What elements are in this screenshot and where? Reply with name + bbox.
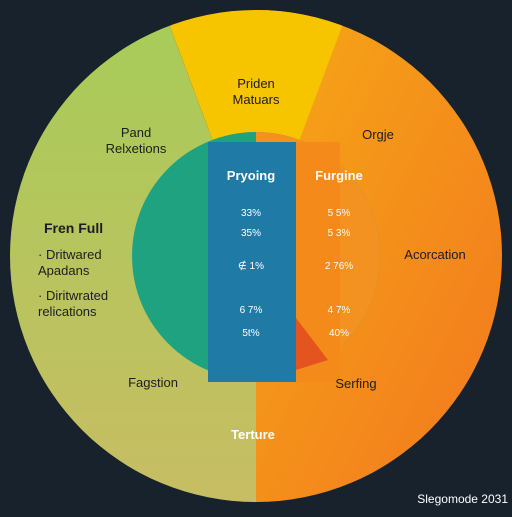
inner-column-title-1: Furgine — [315, 168, 363, 183]
inner-value-0-3: 6 7% — [240, 305, 263, 316]
ring-label-3: Serfing — [335, 376, 376, 391]
inner-value-1-3: 4 7% — [328, 305, 351, 316]
inner-value-0-2: ∉ 1% — [238, 260, 264, 272]
inner-circle — [132, 132, 380, 382]
inner-value-1-2: 2 76% — [325, 261, 353, 272]
inner-value-0-4: 5t% — [242, 328, 259, 339]
left-list-item-1: · Diritwrated relications — [38, 288, 108, 319]
inner-column-title-0: Pryoing — [227, 168, 275, 183]
slice-yellow — [160, 10, 352, 256]
inner-value-0-1: 35% — [241, 228, 261, 239]
left-list-item-0: · Dritwared Apadans — [38, 247, 102, 278]
inner-value-1-1: 5 3% — [328, 228, 351, 239]
ring-label-5: Fagstion — [128, 375, 178, 390]
slice-green — [10, 10, 256, 502]
inner-value-0-0: 33% — [241, 208, 261, 219]
ring-label-2: Acorcation — [404, 247, 465, 262]
slice-orange — [256, 10, 502, 502]
ring-label-4: Terture — [231, 427, 275, 442]
left-list-title: Fren Full — [44, 220, 103, 236]
ring-label-1: Orgje — [362, 127, 394, 142]
inner-column-left — [208, 142, 296, 382]
watermark: Slegomode 2031 — [417, 492, 508, 506]
ring-label-0: Priden Matuars — [233, 76, 280, 107]
ring-label-6: Pand Relxetions — [106, 125, 167, 156]
inner-value-1-0: 5 5% — [328, 208, 351, 219]
inner-wedge — [296, 318, 328, 370]
inner-value-1-4: 40% — [329, 328, 349, 339]
labels: Priden Matuars Orgje Acorcation Serfing Tertu… — [38, 76, 508, 506]
